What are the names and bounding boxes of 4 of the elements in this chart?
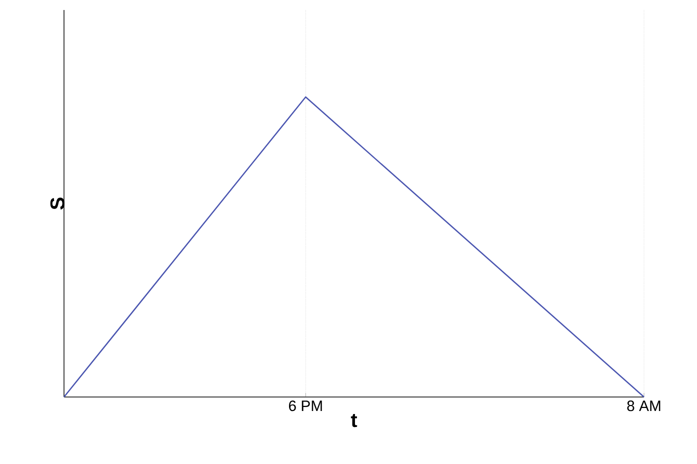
x-tick-label: 8 AM — [627, 400, 660, 412]
y-axis-title: S — [50, 198, 64, 210]
x-tick-label: 6 PM — [288, 400, 322, 412]
x-axis-title: t — [350, 414, 358, 428]
